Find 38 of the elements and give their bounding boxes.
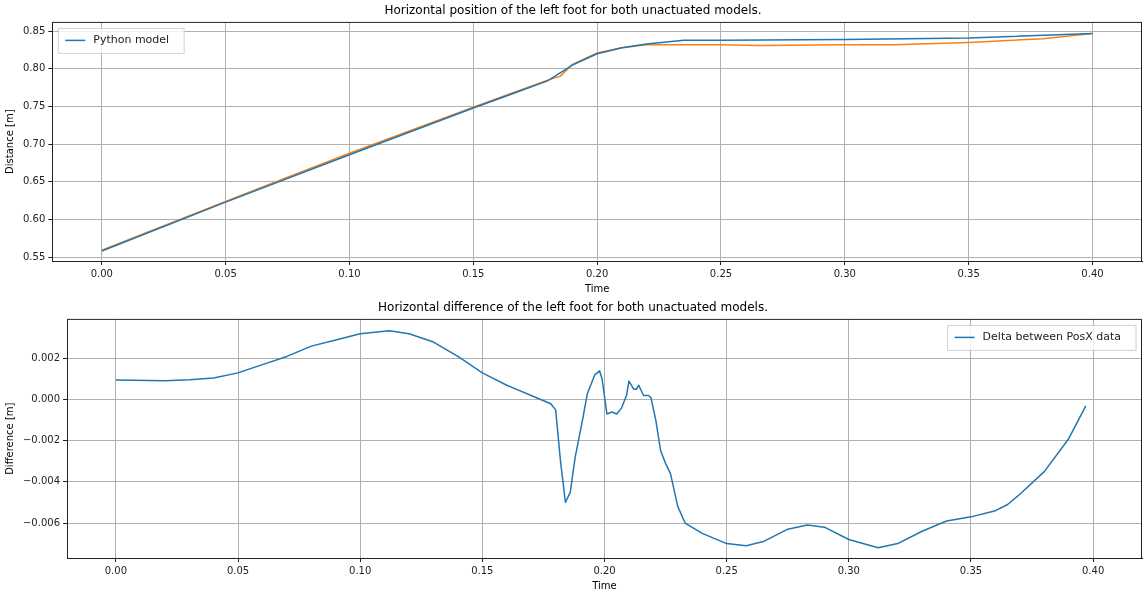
x-tick-label: 0.40 xyxy=(1081,267,1104,279)
y-tick-label: 0.75 xyxy=(23,100,46,112)
y-tick-label: −0.006 xyxy=(22,516,61,528)
y-axis-title: Distance [m] xyxy=(3,109,15,174)
legend-label: Delta between PosX data xyxy=(982,330,1121,344)
x-axis-title: Time xyxy=(583,282,610,294)
y-tick-label: 0.002 xyxy=(31,352,61,364)
chart-title: Horizontal difference of the left foot for both unactuated models. xyxy=(378,300,768,315)
x-axis-title: Time xyxy=(591,579,617,591)
x-tick-label: 0.30 xyxy=(837,564,860,576)
x-tick-label: 0.05 xyxy=(214,267,237,279)
y-axis-title: Difference [m] xyxy=(3,402,15,475)
y-tick-label: 0.85 xyxy=(23,24,46,36)
x-tick-label: 0.10 xyxy=(338,267,361,279)
x-tick-label: 0.15 xyxy=(462,267,485,279)
x-tick-label: 0.35 xyxy=(957,267,980,279)
x-tick-label: 0.15 xyxy=(471,564,494,576)
x-tick-label: 0.30 xyxy=(833,267,856,279)
x-tick-label: 0.25 xyxy=(709,267,733,279)
y-tick-label: 0.55 xyxy=(23,250,46,262)
x-tick-label: 0.00 xyxy=(104,564,127,576)
y-tick-label: −0.004 xyxy=(22,475,61,487)
x-tick-label: 0.20 xyxy=(586,267,609,279)
legend-label: Python model xyxy=(93,33,170,47)
x-tick-label: 0.05 xyxy=(226,564,250,576)
y-tick-label: 0.60 xyxy=(23,213,46,225)
y-tick-label: −0.002 xyxy=(22,434,61,446)
x-tick-label: 0.10 xyxy=(349,564,372,576)
chart-title: Horizontal position of the left foot for both unactuated models. xyxy=(384,3,762,18)
x-tick-label: 0.20 xyxy=(593,564,616,576)
x-tick-label: 0.25 xyxy=(715,564,738,576)
y-tick-label: 0.70 xyxy=(23,137,46,149)
y-tick-label: 0.65 xyxy=(23,175,46,187)
x-tick-label: 0.40 xyxy=(1082,564,1105,576)
x-tick-label: 0.00 xyxy=(90,267,113,279)
y-tick-label: 0.000 xyxy=(31,393,61,405)
x-tick-label: 0.35 xyxy=(959,564,983,576)
y-tick-label: 0.80 xyxy=(23,62,46,74)
